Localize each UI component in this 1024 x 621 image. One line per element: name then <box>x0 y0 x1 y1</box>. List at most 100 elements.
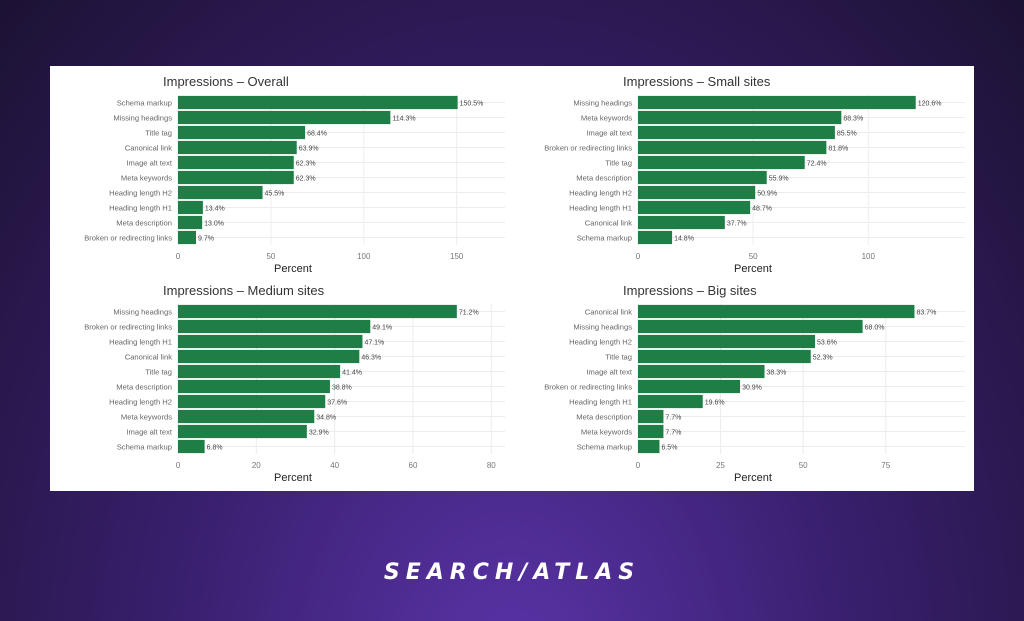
bar <box>638 200 751 215</box>
category-label: Meta description <box>576 174 632 183</box>
chart-title: Impressions – Small sites <box>623 74 771 89</box>
x-axis-label: Percent <box>734 263 772 275</box>
bar <box>638 334 816 349</box>
data-label: 37.6% <box>327 400 347 407</box>
bar <box>638 230 673 245</box>
x-tick-label: 80 <box>487 461 496 470</box>
data-label: 41.4% <box>342 370 362 377</box>
category-label: Missing headings <box>573 323 632 332</box>
data-label: 48.7% <box>752 206 772 213</box>
category-label: Schema markup <box>117 443 172 452</box>
bar <box>178 349 360 364</box>
bar <box>178 110 391 125</box>
bar <box>638 439 660 454</box>
data-label: 53.6% <box>817 340 837 347</box>
bar <box>638 394 703 409</box>
x-tick-label: 50 <box>799 461 808 470</box>
x-tick-label: 50 <box>749 252 758 261</box>
bar <box>638 125 835 140</box>
bar <box>638 409 664 424</box>
data-label: 45.5% <box>265 191 285 198</box>
chart-title: Impressions – Big sites <box>623 283 757 298</box>
bar <box>178 230 197 245</box>
data-label: 50.9% <box>757 191 777 198</box>
bar <box>178 155 294 170</box>
category-label: Heading length H1 <box>109 204 172 213</box>
bar <box>178 364 341 379</box>
category-label: Heading length H1 <box>569 204 632 213</box>
data-label: 34.8% <box>316 415 336 422</box>
category-label: Image alt text <box>586 129 632 138</box>
data-label: 6.5% <box>661 445 677 452</box>
data-label: 81.8% <box>828 146 848 153</box>
data-label: 120.6% <box>918 101 942 108</box>
data-label: 68.0% <box>865 325 885 332</box>
chart-impressions-big-sites: 0 25 50 75 Impressions – Big sites Percent Can… <box>510 275 970 490</box>
chart-impressions-medium-sites: 0 20 40 60 80 Impressions – Medium sites Perce… <box>50 275 510 490</box>
bar <box>638 170 767 185</box>
category-label: Heading length H1 <box>109 338 172 347</box>
bar <box>638 379 741 394</box>
data-label: 62.3% <box>296 176 316 183</box>
category-label: Meta keywords <box>121 413 172 422</box>
x-tick-label: 50 <box>266 252 275 261</box>
category-label: Broken or redirecting links <box>84 234 172 243</box>
bar <box>178 439 205 454</box>
category-label: Image alt text <box>586 368 632 377</box>
x-tick-label: 75 <box>881 461 890 470</box>
data-label: 7.7% <box>665 430 681 437</box>
data-label: 49.1% <box>372 325 392 332</box>
bar <box>178 304 457 319</box>
x-tick-label: 0 <box>176 461 181 470</box>
bar <box>638 364 765 379</box>
category-label: Heading length H2 <box>109 398 172 407</box>
data-label: 62.3% <box>296 161 316 168</box>
x-axis-label: Percent <box>734 472 772 484</box>
category-label: Broken or redirecting links <box>544 383 632 392</box>
data-label: 13.4% <box>205 206 225 213</box>
data-label: 68.4% <box>307 131 327 138</box>
category-label: Broken or redirecting links <box>544 144 632 153</box>
bar <box>178 409 315 424</box>
category-label: Meta keywords <box>581 428 632 437</box>
data-label: 6.8% <box>207 445 223 452</box>
chart-title: Impressions – Medium sites <box>163 283 325 298</box>
data-label: 55.9% <box>769 176 789 183</box>
x-tick-label: 0 <box>176 252 181 261</box>
data-label: 13.0% <box>204 221 224 228</box>
bar <box>638 304 915 319</box>
category-label: Heading length H2 <box>569 189 632 198</box>
bar <box>638 110 842 125</box>
data-label: 32.9% <box>309 430 329 437</box>
bar <box>178 394 326 409</box>
search-atlas-logo: SEARCH/ATLAS <box>383 560 641 585</box>
category-label: Heading length H1 <box>569 398 632 407</box>
bar <box>638 155 805 170</box>
category-label: Canonical link <box>125 353 172 362</box>
category-label: Canonical link <box>585 308 632 317</box>
data-label: 63.9% <box>299 146 319 153</box>
x-tick-label: 150 <box>450 252 464 261</box>
category-label: Missing headings <box>573 99 632 108</box>
data-label: 38.3% <box>767 370 787 377</box>
data-label: 114.3% <box>392 116 415 123</box>
bar <box>178 185 263 200</box>
bar <box>178 379 330 394</box>
data-label: 52.3% <box>813 355 833 362</box>
category-label: Missing headings <box>113 308 172 317</box>
category-label: Meta keywords <box>121 174 172 183</box>
bar <box>638 424 664 439</box>
x-tick-label: 40 <box>330 461 339 470</box>
data-label: 19.6% <box>705 400 725 407</box>
category-label: Missing headings <box>113 114 172 123</box>
bar <box>178 424 307 439</box>
x-axis-label: Percent <box>274 472 312 484</box>
data-label: 72.4% <box>807 161 827 168</box>
category-label: Heading length H2 <box>109 189 172 198</box>
data-label: 83.7% <box>916 310 936 317</box>
x-tick-label: 0 <box>636 461 641 470</box>
data-label: 46.3% <box>361 355 381 362</box>
category-label: Image alt text <box>126 428 172 437</box>
chart-impressions-small-sites: 0 50 100 Impressions – Small sites Percent Mi… <box>510 66 970 281</box>
x-tick-label: 100 <box>862 252 876 261</box>
